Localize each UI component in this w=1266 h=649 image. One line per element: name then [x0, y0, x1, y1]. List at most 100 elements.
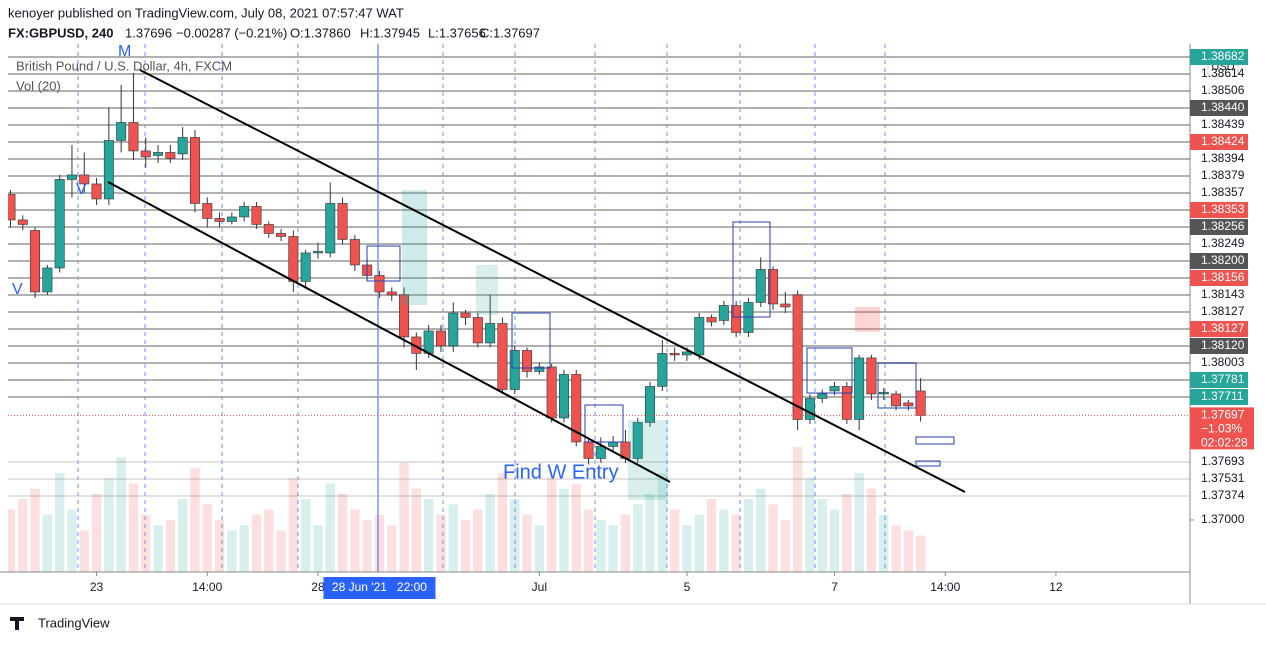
volume-bar	[374, 514, 385, 572]
volume-bar	[141, 514, 151, 572]
current-price-bg	[1190, 407, 1254, 450]
volume-bar	[91, 493, 102, 572]
candle-body	[116, 122, 127, 141]
candle-body	[854, 357, 865, 420]
candle-body	[374, 275, 385, 293]
volume-bar	[633, 504, 643, 572]
candle-body	[608, 441, 619, 447]
price-label: 1.38003	[1201, 355, 1245, 369]
annotation: V	[76, 181, 87, 198]
volume-bar	[534, 525, 545, 572]
candle-body	[91, 183, 102, 200]
volume-bar	[903, 530, 914, 572]
volume-bar	[128, 483, 139, 572]
last: 1.37696	[125, 25, 172, 40]
candle-body	[546, 366, 557, 419]
volume-bar	[165, 519, 176, 572]
volume-bar	[42, 514, 53, 572]
volume-bar	[915, 535, 926, 572]
volume-bar	[879, 514, 889, 572]
volume-bar	[214, 519, 225, 572]
candle-body	[903, 402, 914, 407]
session-lines	[77, 44, 886, 572]
x-tick-label: 28	[311, 580, 325, 594]
volume-bar	[571, 483, 581, 572]
candle-body	[558, 374, 569, 419]
candle-body	[263, 224, 274, 234]
volume-bar	[891, 525, 901, 572]
price-label-bg	[1190, 270, 1248, 286]
candle-body	[349, 239, 360, 266]
volume-bar	[202, 504, 212, 572]
volume-bar	[510, 499, 520, 572]
candle-body	[669, 353, 680, 356]
drawings	[107, 69, 966, 500]
symbol: FX:GBPUSD, 240	[8, 25, 113, 40]
volume-bar	[792, 447, 803, 572]
volume-bar	[842, 493, 852, 572]
price-label: 1.38439	[1201, 117, 1245, 131]
volume-bar	[8, 509, 16, 572]
annotation: Find W Entry	[503, 461, 619, 483]
candle-body	[276, 233, 287, 237]
volume-bar	[780, 519, 791, 572]
price-label: 1.38353	[1201, 202, 1245, 216]
price-label: 1.38249	[1201, 236, 1245, 250]
volume-bar	[829, 509, 840, 572]
candle-body	[509, 350, 520, 390]
volume-label: Vol (20)	[16, 78, 61, 93]
price-label: 1.38127	[1201, 321, 1245, 335]
price-label: 1.37374	[1201, 488, 1245, 502]
volume-bar	[756, 488, 766, 572]
volume-bar	[264, 509, 274, 572]
volume-bar	[288, 478, 299, 572]
volume-bar	[18, 499, 28, 572]
candle-body	[386, 291, 397, 296]
volume-bar	[337, 493, 348, 572]
chart-title: British Pound / U.S. Dollar, 4h, FXCM	[16, 58, 232, 73]
volume-bar	[522, 514, 532, 572]
price-label: 1.38614	[1201, 66, 1245, 80]
price-label: 1.38256	[1201, 219, 1245, 233]
x-tick-label: 7	[831, 580, 838, 594]
volume-bar	[768, 504, 778, 572]
candle-body	[866, 357, 877, 395]
current-price-timer: 02:02:28	[1201, 436, 1248, 450]
price-label: 1.38200	[1201, 253, 1245, 267]
candle-body	[153, 152, 164, 156]
candle-body	[140, 150, 151, 158]
candle-body	[239, 206, 250, 218]
volume-bar	[645, 493, 655, 572]
x-tick-label: 14:00	[930, 580, 960, 594]
price-label: 1.38357	[1201, 185, 1245, 199]
y-tick-label: 1.37000	[1201, 512, 1245, 526]
volume-bar	[485, 493, 495, 572]
volume-bar	[669, 509, 680, 572]
candle-body	[448, 312, 459, 347]
volume-bar	[350, 509, 360, 572]
volume-bar	[399, 462, 409, 572]
volume-bar	[251, 514, 262, 572]
price-label: 1.38424	[1201, 134, 1245, 148]
candle-body	[718, 305, 729, 321]
candle-body	[165, 152, 176, 159]
candle-body	[54, 179, 65, 269]
current-price-label: 1.37697	[1201, 408, 1245, 422]
candle-body	[177, 137, 188, 155]
candle-body	[485, 323, 496, 344]
candle-body	[42, 267, 53, 293]
volume-bar	[620, 514, 631, 572]
price-label: 1.38120	[1201, 338, 1245, 352]
candle-body	[534, 366, 545, 372]
volume-bar	[104, 478, 114, 572]
volume-bar	[67, 509, 77, 572]
candle-body	[497, 323, 508, 390]
volume-bar	[423, 499, 434, 572]
volume-bar	[682, 525, 692, 572]
annotation: V	[12, 281, 23, 298]
candle-body	[694, 317, 705, 356]
price-label-bg	[1190, 100, 1248, 116]
volume-bar	[239, 525, 249, 572]
candle-body	[128, 122, 139, 152]
candle-body	[571, 374, 582, 443]
